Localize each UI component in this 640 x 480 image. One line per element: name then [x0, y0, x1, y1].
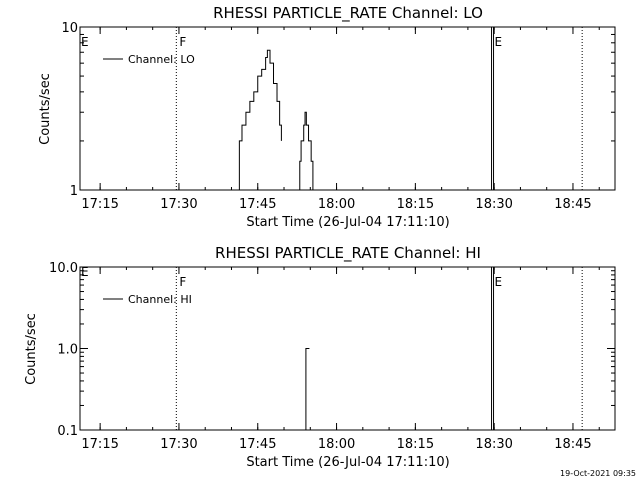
y-axis: 0.1 1.0 10.0: [49, 261, 615, 439]
y-tick-label: 10.0: [49, 261, 78, 276]
x-axis: 17:15 17:30 17:45 18:00 18:15 18:30 18:45: [81, 267, 600, 452]
plot-area-frame: [79, 26, 616, 191]
start-marker-label: E: [81, 35, 89, 49]
legend-entry-label: Channel: LO: [128, 53, 195, 66]
legend: Channel: LO: [103, 53, 195, 66]
y-axis-label: Counts/sec: [38, 73, 53, 145]
chart-panel-hi: RHESSI PARTICLE_RATE Channel: HI 0.11.01…: [24, 244, 616, 470]
time-marker-label: E: [495, 275, 503, 289]
time-marker-label: F: [179, 275, 186, 289]
legend: Channel: HI: [103, 293, 192, 306]
x-tick-label: 17:45: [239, 197, 276, 212]
x-tick-label: 18:15: [397, 437, 434, 452]
x-tick-label: 18:00: [318, 197, 355, 212]
x-tick-label: 17:15: [81, 437, 118, 452]
x-tick-label: 18:30: [475, 197, 512, 212]
y-tick-label: 0.1: [57, 424, 78, 439]
x-tick-label: 18:15: [397, 197, 434, 212]
x-tick-label: 17:45: [239, 437, 276, 452]
series-line: [237, 49, 282, 191]
series-line: [298, 111, 314, 191]
x-tick-label: 18:45: [554, 197, 591, 212]
series-line: [305, 348, 310, 430]
y-tick-label: 1.0: [57, 343, 78, 358]
data-series: [305, 348, 310, 430]
y-axis: 1 10: [61, 21, 615, 199]
y-tick-label: 1: [70, 184, 78, 199]
x-tick-label: 18:00: [318, 437, 355, 452]
x-axis-label: Start Time (26-Jul-04 17:11:10): [246, 215, 449, 230]
plot-area-frame: [79, 266, 616, 431]
x-tick-label: 17:30: [160, 437, 197, 452]
x-tick-label: 17:30: [160, 197, 197, 212]
chart-title: RHESSI PARTICLE_RATE Channel: HI: [215, 244, 481, 263]
y-axis-label: Counts/sec: [24, 313, 39, 385]
legend-entry-label: Channel: HI: [128, 293, 192, 306]
data-series: [237, 49, 314, 191]
start-marker-label: E: [81, 265, 89, 279]
x-axis: 17:15 17:30 17:45 18:00 18:15 18:30 18:45: [81, 27, 600, 212]
y-tick-label: 10: [61, 21, 78, 36]
chart-title: RHESSI PARTICLE_RATE Channel: LO: [213, 4, 483, 23]
footer-timestamp: 19-Oct-2021 09:35: [560, 469, 636, 478]
time-marker-label: F: [179, 35, 186, 49]
x-tick-label: 18:30: [475, 437, 512, 452]
x-tick-label: 18:45: [554, 437, 591, 452]
chart-panel-lo: RHESSI PARTICLE_RATE Channel: LO 1 10 17:…: [38, 4, 616, 230]
x-tick-label: 17:15: [81, 197, 118, 212]
x-axis-label: Start Time (26-Jul-04 17:11:10): [246, 455, 449, 470]
time-marker-label: E: [495, 35, 503, 49]
